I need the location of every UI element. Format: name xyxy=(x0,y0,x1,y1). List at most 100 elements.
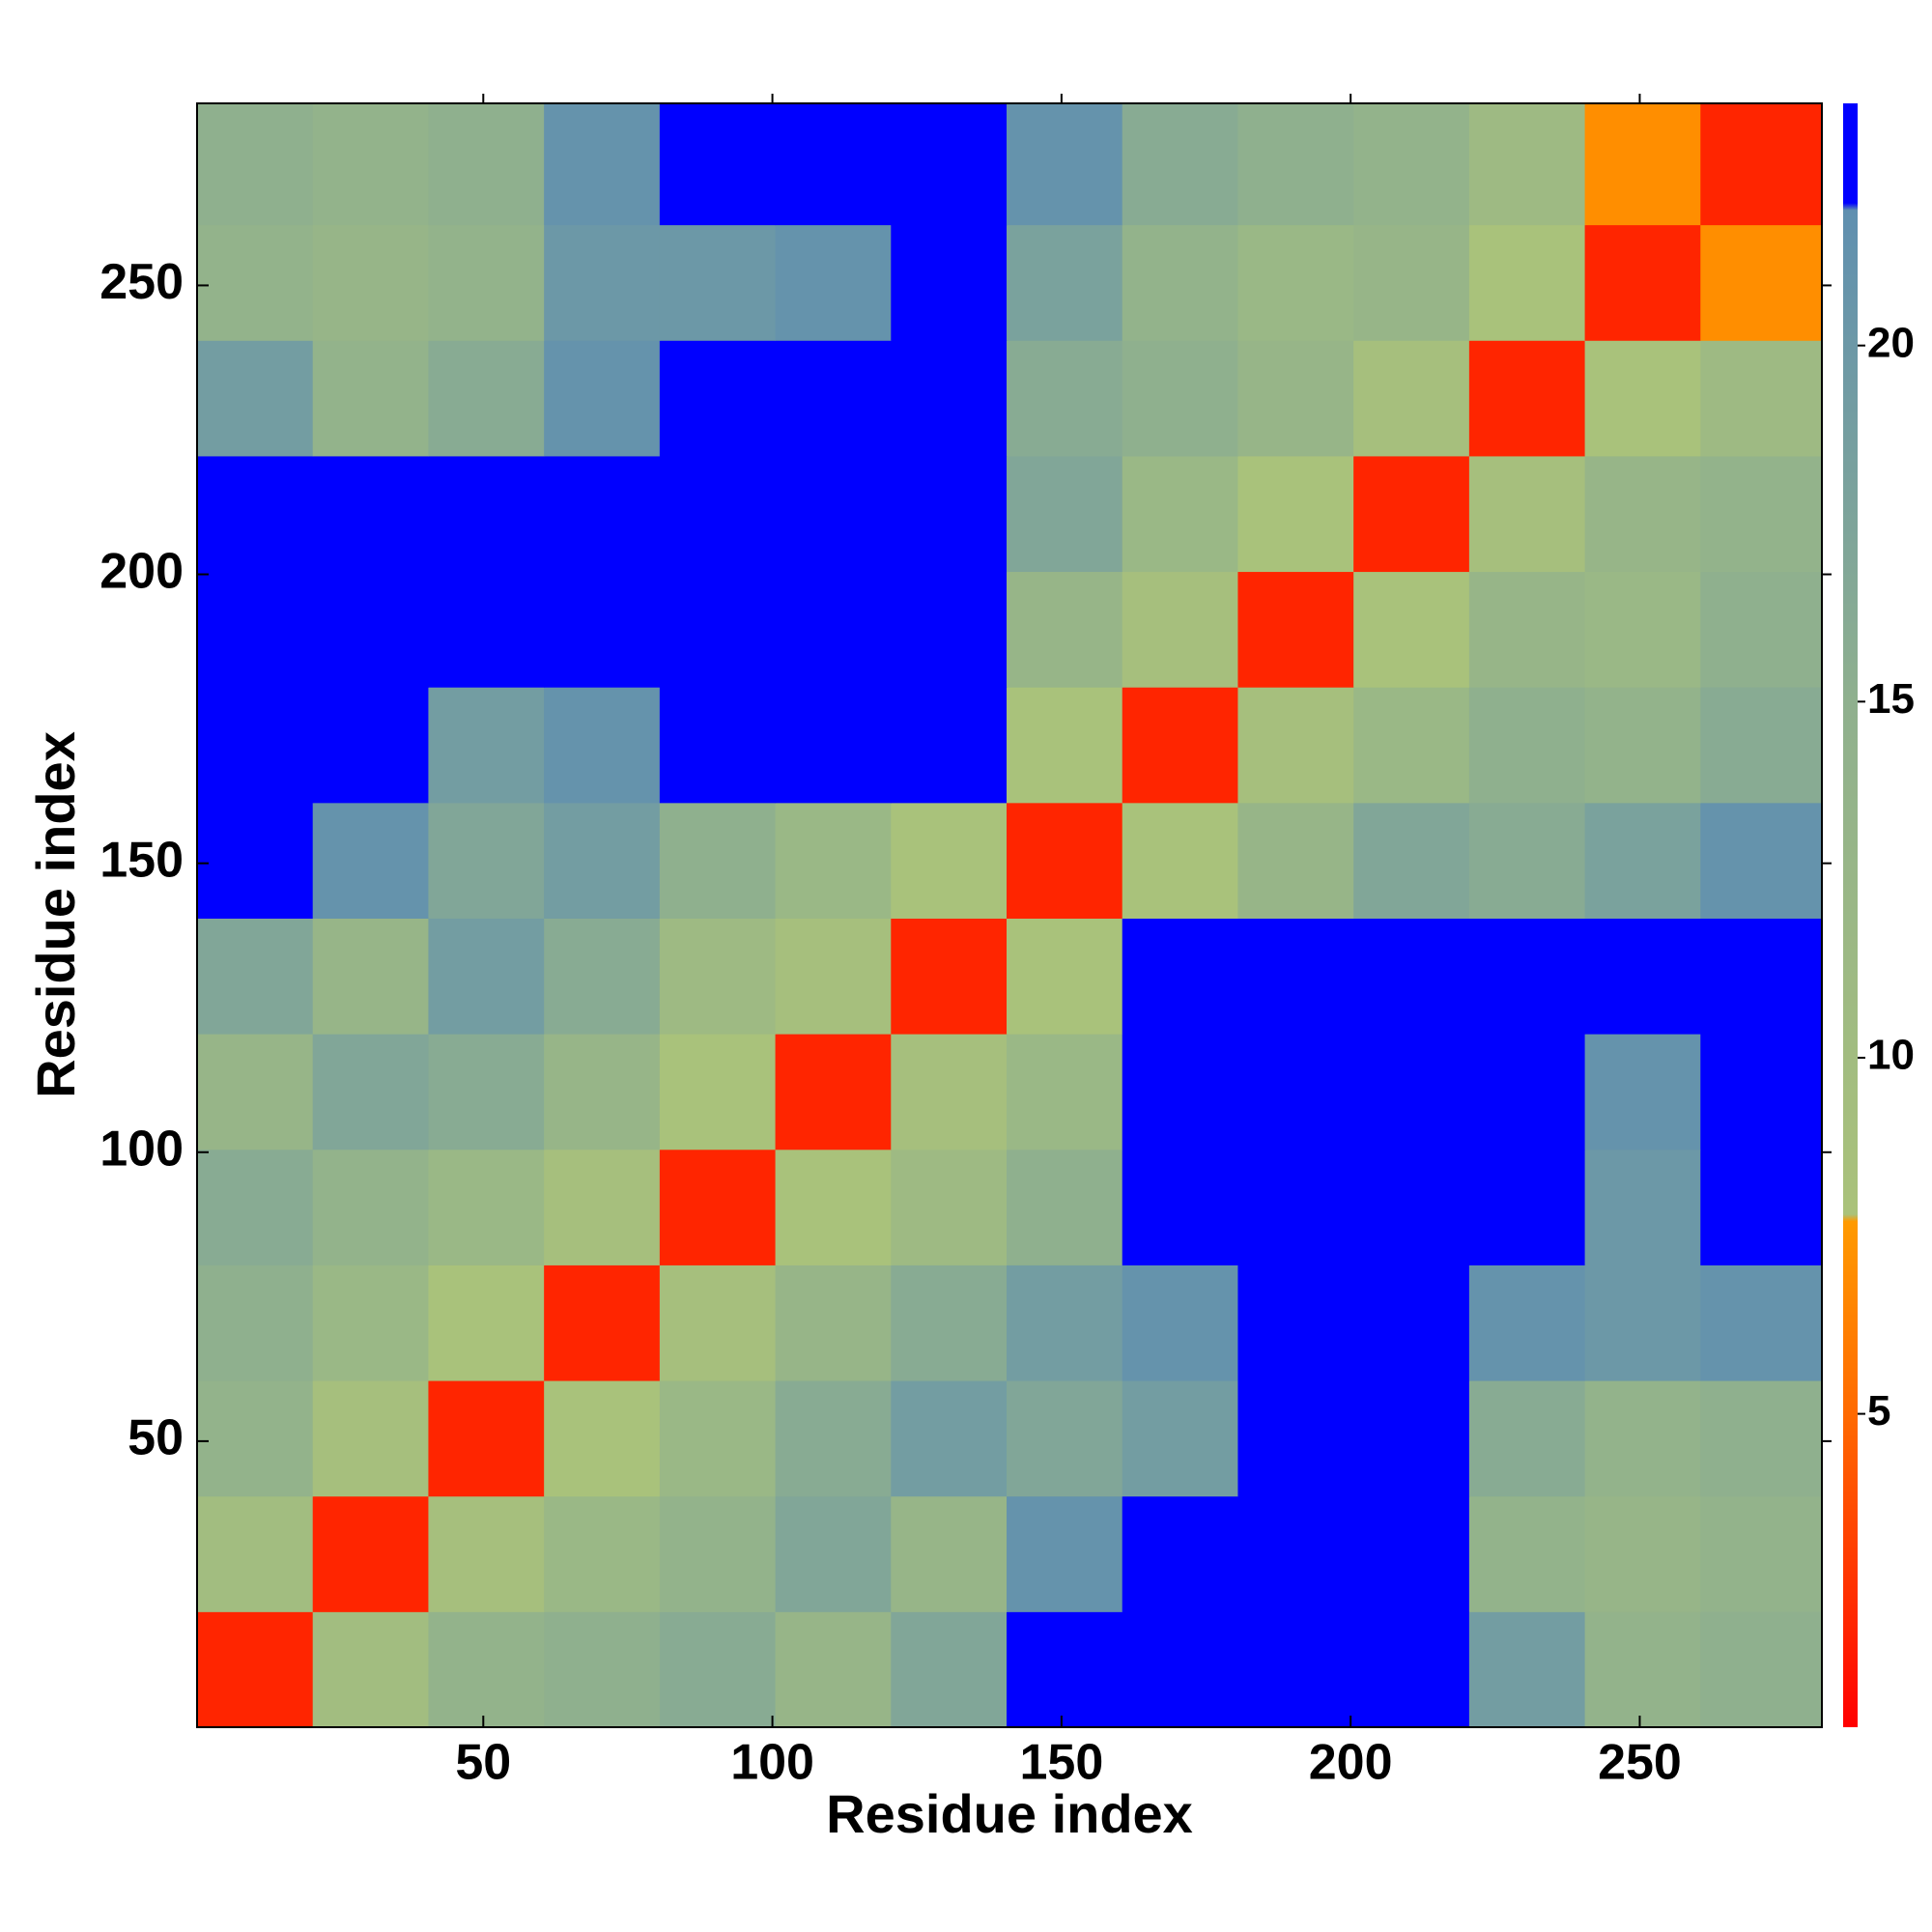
heatmap-cell xyxy=(1468,918,1586,1035)
heatmap-cell xyxy=(1584,1495,1701,1612)
heatmap-cell xyxy=(1007,103,1123,226)
heatmap-cell xyxy=(1700,455,1823,573)
heatmap-cell xyxy=(428,802,545,919)
heatmap-cell xyxy=(659,1611,777,1728)
heatmap-cell xyxy=(428,455,545,573)
heatmap-cell xyxy=(1468,1380,1586,1497)
heatmap-cell xyxy=(1007,1495,1123,1612)
heatmap-cell xyxy=(312,1034,429,1151)
y-tick-label: 200 xyxy=(99,543,184,599)
heatmap-cell xyxy=(1122,687,1238,804)
heatmap-cell xyxy=(891,1264,1008,1381)
heatmap-cell xyxy=(659,1495,777,1612)
heatmap-cell xyxy=(891,918,1008,1035)
heatmap-cell xyxy=(197,1264,314,1381)
heatmap-cell xyxy=(1122,1149,1238,1265)
heatmap-cell xyxy=(1700,918,1823,1035)
heatmap-cell xyxy=(1468,1611,1586,1728)
heatmap-cell xyxy=(1584,1380,1701,1497)
heatmap-cell xyxy=(1584,340,1701,457)
heatmap-cell xyxy=(197,1495,314,1612)
heatmap-cell xyxy=(1122,340,1238,457)
heatmap-cell xyxy=(1007,687,1123,804)
heatmap-cell xyxy=(1007,1264,1123,1381)
heatmap-cell xyxy=(1237,918,1354,1035)
heatmap-cell xyxy=(1700,1149,1823,1265)
y-tick-label: 150 xyxy=(99,832,184,888)
y-tick-label: 250 xyxy=(99,254,184,310)
heatmap-cell xyxy=(197,1034,314,1151)
heatmap-cell xyxy=(1353,1380,1470,1497)
heatmap-cell xyxy=(1700,1380,1823,1497)
heatmap-cell xyxy=(1353,918,1470,1035)
heatmap-cell xyxy=(1353,1149,1470,1265)
heatmap-cell xyxy=(1700,103,1823,226)
heatmap-cell xyxy=(891,687,1008,804)
heatmap-cell xyxy=(775,103,892,226)
heatmap-cell xyxy=(1122,1034,1238,1151)
heatmap-cell xyxy=(1007,455,1123,573)
heatmap-cell xyxy=(775,687,892,804)
heatmap-cell xyxy=(891,1495,1008,1612)
plot-frame xyxy=(196,102,1823,1728)
heatmap-cell xyxy=(1007,1380,1123,1497)
heatmap-cell xyxy=(775,224,892,341)
heatmap-cell xyxy=(1584,1149,1701,1265)
heatmap-cell xyxy=(544,1034,661,1151)
heatmap-cell xyxy=(1353,103,1470,226)
heatmap-cell xyxy=(1584,455,1701,573)
heatmap-cell xyxy=(428,224,545,341)
heatmap-cell xyxy=(197,224,314,341)
heatmap-cells xyxy=(197,103,1823,1728)
heatmap-cell xyxy=(659,1380,777,1497)
heatmap-cell xyxy=(428,1495,545,1612)
heatmap-cell xyxy=(544,1264,661,1381)
y-tick-label: 100 xyxy=(99,1122,184,1178)
heatmap-cell xyxy=(1353,224,1470,341)
heatmap-cell xyxy=(428,1034,545,1151)
heatmap-cell xyxy=(312,103,429,226)
heatmap-cell xyxy=(1237,224,1354,341)
heatmap-cell xyxy=(1237,1034,1354,1151)
x-tick-label: 150 xyxy=(1019,1735,1103,1791)
heatmap-cell xyxy=(1584,103,1701,226)
heatmap-cell xyxy=(428,571,545,688)
heatmap-cell xyxy=(544,340,661,457)
heatmap-cell xyxy=(659,103,777,226)
heatmap-cell xyxy=(891,802,1008,919)
heatmap-cell xyxy=(1584,802,1701,919)
heatmap-cell xyxy=(428,1611,545,1728)
heatmap-cell xyxy=(1237,1380,1354,1497)
heatmap-cell xyxy=(1007,802,1123,919)
y-tick-label: 50 xyxy=(128,1410,184,1466)
heatmap-cell xyxy=(659,571,777,688)
heatmap-cell xyxy=(312,1149,429,1265)
colorbar-tick-label: 15 xyxy=(1867,675,1915,723)
heatmap-cell xyxy=(775,1034,892,1151)
heatmap-cell xyxy=(659,687,777,804)
heatmap-cell xyxy=(544,224,661,341)
heatmap-cell xyxy=(775,918,892,1035)
heatmap-cell xyxy=(1700,1495,1823,1612)
heatmap-cell xyxy=(775,1611,892,1728)
heatmap-cell xyxy=(1007,1611,1123,1728)
heatmap-cell xyxy=(1122,802,1238,919)
heatmap-cell xyxy=(891,571,1008,688)
heatmap-cell xyxy=(1468,1034,1586,1151)
heatmap-cell xyxy=(428,1380,545,1497)
heatmap-cell xyxy=(312,224,429,341)
x-axis-title: Residue index xyxy=(826,1783,1193,1844)
heatmap-cell xyxy=(1468,103,1586,226)
heatmap-cell xyxy=(1468,687,1586,804)
heatmap-cell xyxy=(312,455,429,573)
y-axis-title: Residue index xyxy=(25,731,86,1098)
heatmap-cell xyxy=(1468,340,1586,457)
heatmap-cell xyxy=(1122,1264,1238,1381)
heatmap-cell xyxy=(1353,1034,1470,1151)
heatmap-cell xyxy=(312,1495,429,1612)
heatmap-cell xyxy=(1468,224,1586,341)
heatmap-cell xyxy=(891,1149,1008,1265)
heatmap-cell xyxy=(1122,1611,1238,1728)
